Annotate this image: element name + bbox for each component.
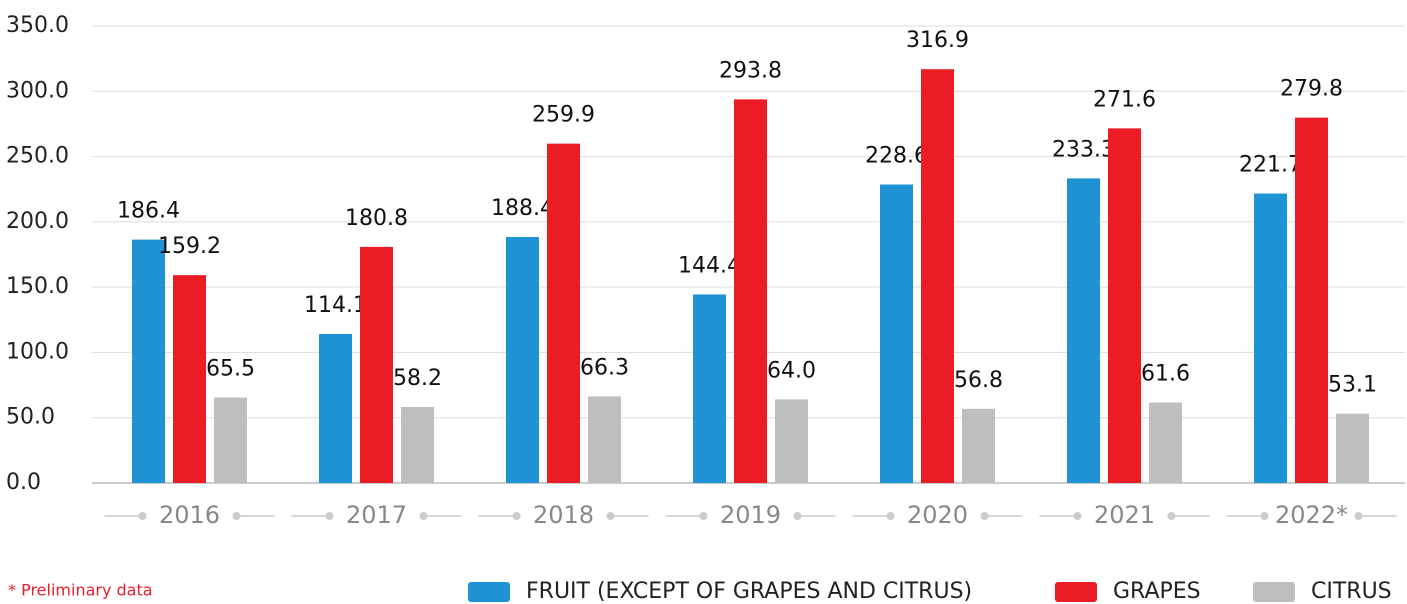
bar bbox=[775, 399, 808, 483]
x-tick-label: 2021 bbox=[1094, 501, 1155, 529]
x-tick-label: 2022* bbox=[1275, 501, 1348, 529]
x-tick-label: 2020 bbox=[907, 501, 968, 529]
bar bbox=[319, 334, 352, 483]
legend-label: FRUIT (EXCEPT OF GRAPES AND CITRUS) bbox=[526, 579, 972, 604]
value-label: 180.8 bbox=[345, 206, 408, 231]
x-tick-label: 2018 bbox=[533, 501, 594, 529]
bar bbox=[1336, 413, 1369, 483]
bar bbox=[1067, 178, 1100, 483]
value-label: 228.6 bbox=[865, 144, 928, 169]
bar bbox=[1108, 128, 1141, 484]
value-label: 159.2 bbox=[158, 234, 221, 259]
bar bbox=[214, 397, 247, 483]
value-label: 186.4 bbox=[117, 199, 180, 224]
x-tick-label: 2017 bbox=[346, 501, 407, 529]
bar bbox=[962, 408, 995, 483]
x-label-dot bbox=[232, 512, 241, 520]
x-label-dot bbox=[793, 512, 802, 520]
x-label-dot bbox=[886, 512, 895, 520]
y-tick-label: 250.0 bbox=[6, 144, 69, 169]
y-tick-label: 0.0 bbox=[6, 470, 41, 495]
bar bbox=[547, 143, 580, 484]
value-label: 293.8 bbox=[719, 58, 782, 83]
bar bbox=[880, 184, 913, 483]
x-label-dot bbox=[1167, 512, 1176, 520]
y-tick-label: 350.0 bbox=[6, 13, 69, 38]
bar bbox=[132, 239, 165, 483]
value-label: 64.0 bbox=[767, 358, 816, 383]
legend-swatch bbox=[1253, 582, 1295, 602]
x-label-dot bbox=[606, 512, 615, 520]
value-label: 144.4 bbox=[678, 253, 741, 278]
y-tick-label: 50.0 bbox=[6, 405, 55, 430]
value-label: 279.8 bbox=[1280, 77, 1343, 102]
value-label: 58.2 bbox=[393, 366, 442, 391]
x-tick-label: 2019 bbox=[720, 501, 781, 529]
bar bbox=[588, 396, 621, 483]
x-label-dot bbox=[1354, 512, 1363, 520]
bar bbox=[1254, 193, 1287, 484]
bar bbox=[1295, 117, 1328, 484]
x-label-dot bbox=[980, 512, 989, 520]
x-label-dot bbox=[138, 512, 147, 520]
value-label: 271.6 bbox=[1093, 87, 1156, 112]
value-label: 188.4 bbox=[491, 196, 554, 221]
x-tick-label: 2016 bbox=[159, 501, 220, 529]
value-label: 233.3 bbox=[1052, 137, 1115, 162]
legend-swatch bbox=[1055, 582, 1097, 602]
bar bbox=[1149, 402, 1182, 483]
value-label: 259.9 bbox=[532, 103, 595, 128]
value-label: 56.8 bbox=[954, 368, 1003, 393]
value-label: 316.9 bbox=[906, 28, 969, 53]
y-tick-label: 300.0 bbox=[6, 78, 69, 103]
x-label-dot bbox=[699, 512, 708, 520]
legend-label: CITRUS bbox=[1311, 579, 1392, 604]
bar bbox=[173, 275, 206, 483]
y-tick-label: 100.0 bbox=[6, 339, 69, 364]
footnote: * Preliminary data bbox=[8, 581, 153, 600]
value-label: 66.3 bbox=[580, 355, 629, 380]
bar bbox=[734, 99, 767, 484]
legend-label: GRAPES bbox=[1113, 579, 1201, 604]
bar bbox=[401, 407, 434, 483]
bar bbox=[360, 246, 393, 483]
x-label-dot bbox=[1260, 512, 1269, 520]
x-label-dot bbox=[512, 512, 521, 520]
value-label: 114.1 bbox=[304, 293, 367, 318]
legend-swatch bbox=[468, 582, 510, 602]
value-label: 53.1 bbox=[1328, 373, 1377, 398]
bar bbox=[693, 294, 726, 483]
y-tick-label: 200.0 bbox=[6, 209, 69, 234]
y-tick-label: 150.0 bbox=[6, 274, 69, 299]
x-label-dot bbox=[1073, 512, 1082, 520]
value-label: 65.5 bbox=[206, 356, 255, 381]
value-label: 61.6 bbox=[1141, 362, 1190, 387]
value-label: 221.7 bbox=[1239, 153, 1302, 178]
x-label-dot bbox=[419, 512, 428, 520]
x-label-dot bbox=[325, 512, 334, 520]
bar bbox=[506, 237, 539, 483]
bar bbox=[921, 69, 954, 483]
